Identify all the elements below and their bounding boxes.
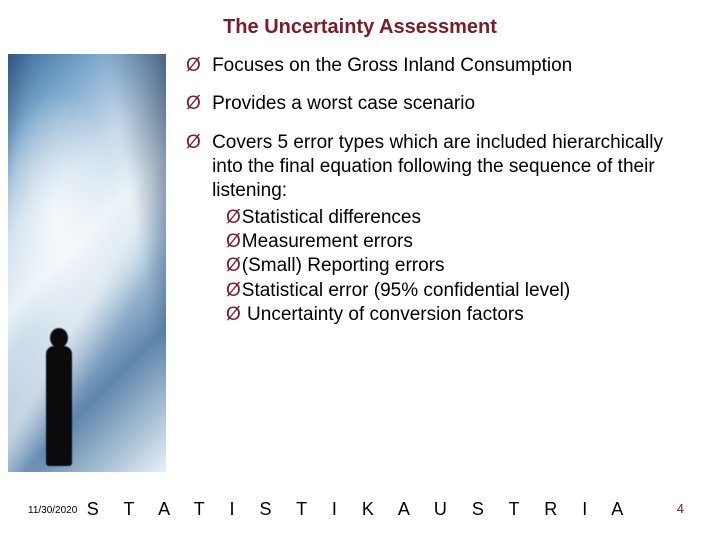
- sub-bullet-5-text: Uncertainty of conversion factors: [242, 304, 524, 325]
- bullet-arrow-icon: Ø: [226, 303, 241, 327]
- sub-bullet-2-text: Measurement errors: [242, 231, 413, 252]
- sub-bullet-3: Ø(Small) Reporting errors: [226, 254, 706, 278]
- bullet-arrow-icon: Ø: [226, 279, 241, 303]
- slide-footer: S T A T I S T I K A U S T R I A: [0, 499, 720, 520]
- silhouette-figure: [36, 298, 82, 466]
- sub-bullet-4: ØStatistical error (95% confidential lev…: [226, 279, 706, 303]
- slide: The Uncertainty Assessment Ø Focuses on …: [0, 0, 720, 540]
- bullet-3-text: Covers 5 error types which are included …: [212, 131, 680, 204]
- bullet-1-text: Focuses on the Gross Inland Consumption: [212, 54, 680, 78]
- slide-title: The Uncertainty Assessment: [0, 16, 720, 39]
- sub-bullet-2: ØMeasurement errors: [226, 230, 706, 254]
- sub-bullet-4-text: Statistical error (95% confidential leve…: [242, 280, 570, 301]
- bullet-2: Ø Provides a worst case scenario: [186, 92, 706, 116]
- side-image: [8, 54, 166, 472]
- sub-bullet-1: ØStatistical differences: [226, 206, 706, 230]
- bullet-arrow-icon: Ø: [226, 206, 241, 230]
- bullet-arrow-icon: Ø: [226, 230, 241, 254]
- bullet-arrow-icon: Ø: [186, 92, 201, 116]
- page-number: 4: [677, 501, 684, 516]
- bullet-arrow-icon: Ø: [186, 54, 201, 78]
- bullet-1: Ø Focuses on the Gross Inland Consumptio…: [186, 54, 706, 78]
- bullet-2-text: Provides a worst case scenario: [212, 92, 680, 116]
- sub-bullet-5: Ø Uncertainty of conversion factors: [226, 303, 706, 327]
- sub-bullet-list: ØStatistical differences ØMeasurement er…: [226, 206, 706, 328]
- sub-bullet-1-text: Statistical differences: [242, 207, 421, 228]
- sub-bullet-3-text: (Small) Reporting errors: [242, 255, 445, 276]
- bullet-arrow-icon: Ø: [186, 131, 201, 155]
- content-area: Ø Focuses on the Gross Inland Consumptio…: [186, 54, 706, 327]
- bullet-arrow-icon: Ø: [226, 254, 241, 278]
- bullet-3: Ø Covers 5 error types which are include…: [186, 131, 706, 328]
